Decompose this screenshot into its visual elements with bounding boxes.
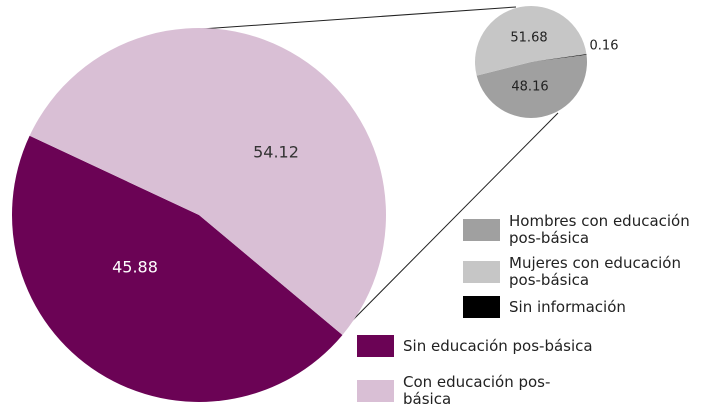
legend-label: Sin información (509, 297, 626, 316)
legend-item: Sin educación pos-básica (357, 335, 593, 357)
data-label: 54.12 (253, 143, 299, 162)
data-label: 45.88 (112, 258, 158, 277)
data-label: 48.16 (511, 80, 548, 95)
connector-line (339, 112, 559, 334)
legend-item: Hombres con educación pos-básica (463, 213, 699, 247)
legend-label: Sin educación pos-básica (403, 336, 593, 355)
legend-swatch (357, 335, 394, 357)
pie-slice (11, 135, 343, 403)
legend-item: Sin información (463, 296, 699, 318)
legend-swatch (463, 296, 500, 318)
legend-swatch (463, 219, 500, 241)
legend-swatch (357, 380, 394, 402)
legend-label: Mujeres con educación pos-básica (509, 254, 681, 289)
pie-slice (531, 54, 587, 62)
data-label: 51.68 (510, 31, 547, 46)
legend-label: Con educación pos-básica (403, 373, 551, 407)
pie-slice (476, 54, 587, 119)
legend-swatch (463, 261, 500, 283)
data-label: 0.16 (590, 39, 619, 54)
legend-item: Mujeres con educación pos-básica (463, 255, 699, 289)
pie-slice (29, 28, 386, 335)
pie-slice (475, 5, 587, 76)
legend-item: Con educación pos-básica (357, 374, 593, 407)
connector-line (186, 6, 517, 31)
legend-label: Hombres con educación pos-básica (509, 212, 690, 247)
